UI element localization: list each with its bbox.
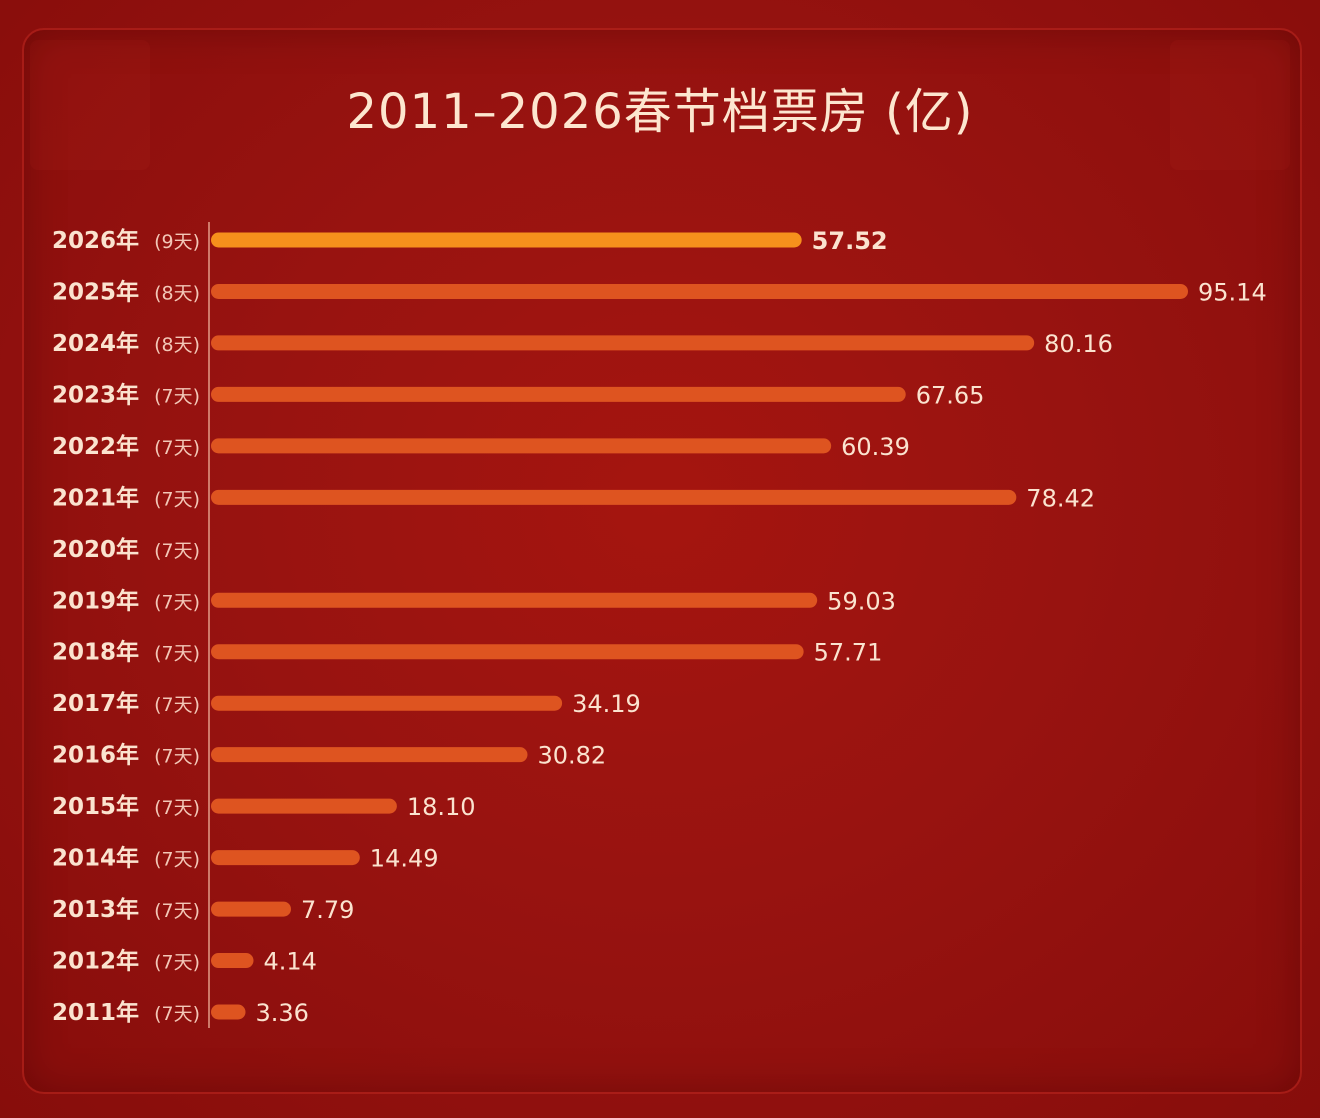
y-tick-label-days: (7天) [154,488,200,510]
bar [211,747,528,763]
data-label: 4.14 [264,948,317,976]
bar [211,592,818,608]
y-tick-label-year: 2024年 [52,330,139,357]
data-label: 30.82 [537,742,606,770]
bar [211,283,1188,299]
bar [211,335,1035,351]
corner-decoration-right [1170,40,1290,170]
bar [211,386,906,402]
y-tick-label-year: 2019年 [52,587,139,614]
data-label: 60.39 [841,433,910,461]
y-tick-label-days: (7天) [154,900,200,922]
data-label: 78.42 [1026,484,1095,512]
y-tick-label-year: 2012年 [52,948,139,975]
y-tick-label-days: (9天) [154,231,200,253]
data-label: 57.52 [812,227,888,255]
y-tick-label-days: (7天) [154,746,200,768]
y-tick-label-days: (7天) [154,1003,200,1025]
data-label: 18.10 [407,793,476,821]
data-label: 7.79 [301,896,354,924]
data-label: 95.14 [1198,278,1267,306]
data-label: 59.03 [827,587,896,615]
y-tick-label-year: 2017年 [52,690,139,717]
data-label: 3.36 [256,999,309,1027]
data-label: 14.49 [370,845,439,873]
data-label: 57.71 [814,639,883,667]
bar [211,901,291,917]
decorative-frame [22,28,1302,1094]
y-tick-label-days: (8天) [154,282,200,304]
y-tick-label-year: 2014年 [52,845,139,872]
chart-title: 2011–2026春节档票房 (亿) [346,84,974,140]
y-tick-label-year: 2025年 [52,278,139,305]
data-label: 34.19 [572,690,641,718]
y-tick-label-days: (7天) [154,437,200,459]
corner-decoration-left [30,40,150,170]
y-tick-label-days: (8天) [154,334,200,356]
bars-layer: 2026年 (9天) 57.52 2025年 (8天) 95.14 2024年 (8天) 80.… [52,227,1267,1027]
y-tick-label-days: (7天) [154,797,200,819]
y-tick-label-days: (7天) [154,952,200,974]
y-tick-label-year: 2026年 [52,227,139,254]
bar [211,695,563,711]
bar [211,489,1017,505]
y-tick-label-year: 2022年 [52,433,139,460]
bar [211,953,254,969]
y-tick-label-year: 2023年 [52,381,139,408]
y-tick-label-days: (7天) [154,385,200,407]
y-tick-label-year: 2013年 [52,896,139,923]
bar [211,438,832,454]
data-label: 80.16 [1044,330,1113,358]
bar [211,232,802,248]
y-tick-label-days: (7天) [154,849,200,871]
bar [211,1004,246,1020]
y-tick-label-year: 2021年 [52,484,139,511]
y-tick-label-days: (7天) [154,643,200,665]
data-label: 67.65 [916,381,985,409]
bar [211,850,360,866]
y-tick-label-year: 2016年 [52,742,139,769]
y-tick-label-days: (7天) [154,591,200,613]
y-tick-label-year: 2020年 [52,536,139,563]
y-tick-label-days: (7天) [154,694,200,716]
bar [211,798,397,814]
bar [211,644,804,660]
y-tick-label-days: (7天) [154,540,200,562]
y-tick-label-year: 2011年 [52,999,139,1026]
y-tick-label-year: 2015年 [52,793,139,820]
y-tick-label-year: 2018年 [52,639,139,666]
